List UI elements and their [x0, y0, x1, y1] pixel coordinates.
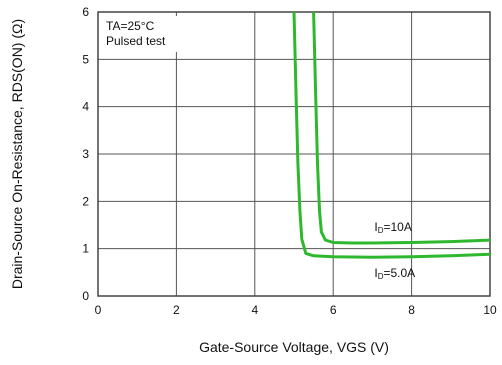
y-tick-label: 0 [82, 289, 89, 303]
x-axis-title: Gate-Source Voltage, VGS (V) [199, 339, 389, 355]
series-line-5a [292, 11, 491, 259]
condition-temperature: TA=25°C [106, 19, 155, 33]
series-label-10a: ID=10A [374, 220, 411, 235]
series-layer [292, 11, 491, 259]
y-tick-label: 4 [82, 100, 89, 114]
x-tick-label: 2 [173, 303, 180, 317]
y-tick-label: 3 [82, 147, 89, 161]
y-tick-label: 1 [82, 242, 89, 256]
y-tick-label: 2 [82, 194, 89, 208]
y-axis-title: Drain-Source On-Resistance, RDS(ON) (Ω) [9, 19, 25, 289]
x-tick-label: 0 [95, 303, 102, 317]
x-tick-label: 8 [408, 303, 415, 317]
y-tick-label: 6 [82, 5, 89, 19]
condition-pulsed: Pulsed test [106, 34, 166, 48]
series-label-5a: ID=5.0A [374, 266, 415, 281]
tick-labels: 0 2 4 6 8 10 0 1 2 3 4 5 6 [82, 5, 497, 317]
x-tick-label: 10 [483, 303, 497, 317]
conditions-box [101, 16, 181, 52]
x-tick-label: 6 [330, 303, 337, 317]
x-tick-label: 4 [251, 303, 258, 317]
y-tick-label: 5 [82, 52, 89, 66]
series-line-10a [312, 11, 491, 245]
